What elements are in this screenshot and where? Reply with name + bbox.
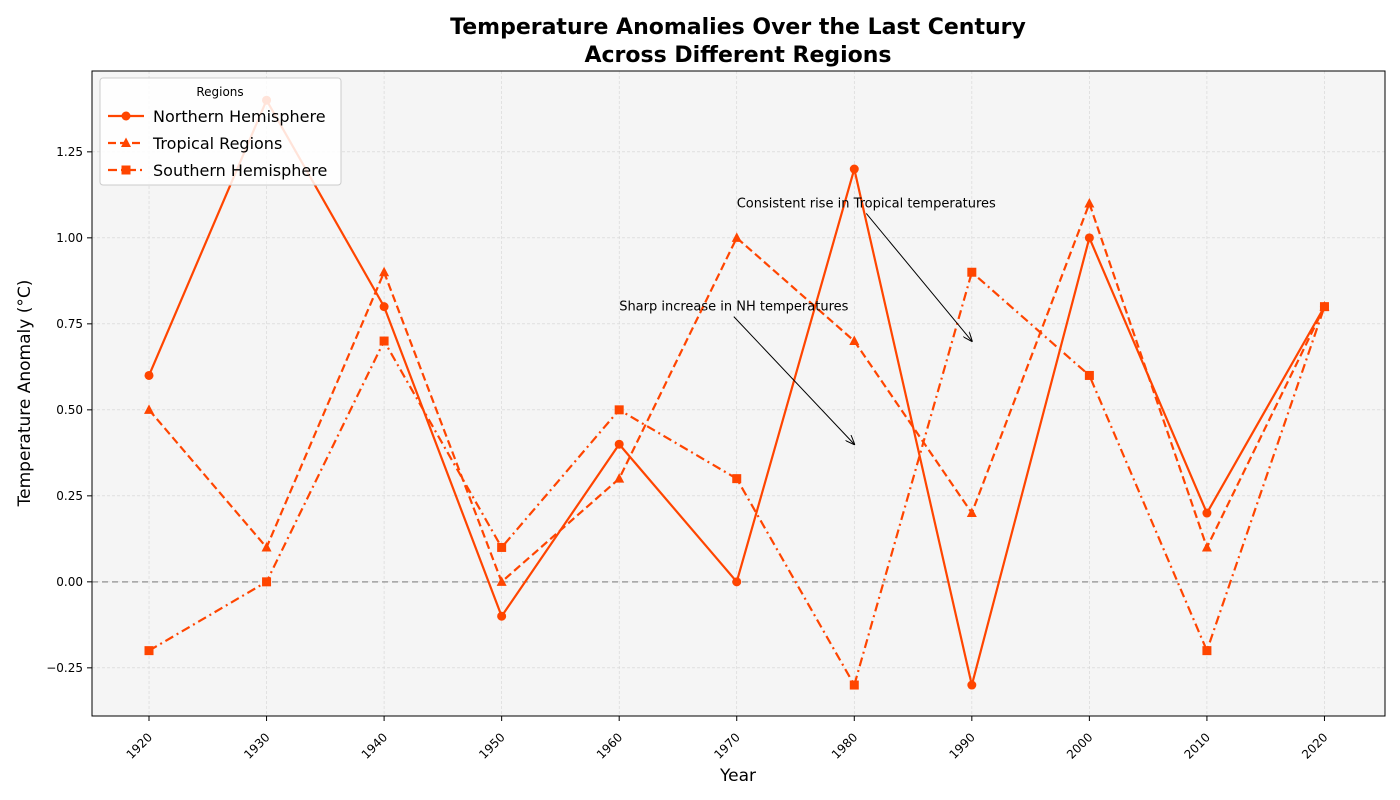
x-tick-label: 1930	[241, 730, 272, 761]
chart-title-line1: Temperature Anomalies Over the Last Cent…	[450, 15, 1026, 40]
data-point	[379, 302, 389, 312]
data-point	[497, 611, 507, 621]
y-tick-label: 1.25	[56, 145, 83, 159]
y-tick-label: 0.75	[56, 317, 83, 331]
data-point	[379, 266, 390, 277]
legend: Regions Northern Hemisphere Tropical Regi…	[99, 77, 342, 186]
data-point	[144, 646, 154, 656]
data-point	[379, 336, 389, 346]
x-axis-label: Year	[719, 766, 756, 786]
chart-title-line2: Across Different Regions	[584, 43, 891, 68]
data-point	[966, 507, 977, 518]
x-tick-label: 2010	[1182, 730, 1213, 761]
data-point	[261, 541, 272, 552]
legend-marker	[121, 137, 131, 147]
annotation-arrow	[865, 213, 972, 341]
data-point	[849, 335, 860, 346]
data-point	[967, 680, 977, 690]
x-tick-label: 1920	[124, 730, 155, 761]
annotations: Sharp increase in NH temperatures Consist…	[619, 196, 996, 444]
series-southern-hemisphere	[144, 267, 1329, 690]
x-tick-label: 2020	[1299, 730, 1330, 761]
legend-title: Regions	[196, 85, 243, 99]
data-point	[497, 542, 507, 552]
plot-frame	[91, 70, 1386, 717]
y-tick-label: 1.00	[56, 231, 83, 245]
data-point	[1201, 541, 1212, 552]
y-tick-label: 0.00	[56, 575, 83, 589]
data-point	[1084, 197, 1095, 208]
series-layer	[144, 95, 1330, 690]
legend-marker	[121, 111, 131, 121]
data-point	[614, 405, 624, 415]
annotation-text: Sharp increase in NH temperatures	[619, 300, 848, 315]
y-axis-ticks: −0.25 0.00 0.25 0.50 0.75 1.00 1.25	[46, 145, 92, 675]
legend-label: Southern Hemisphere	[153, 161, 327, 180]
data-point	[732, 474, 742, 484]
x-tick-label: 1980	[829, 730, 860, 761]
x-tick-label: 2000	[1064, 730, 1095, 761]
y-axis-label: Temperature Anomaly (°C)	[15, 280, 35, 508]
data-point	[262, 577, 272, 587]
series-line	[148, 202, 1326, 583]
data-point	[614, 439, 624, 449]
data-point	[496, 576, 507, 586]
x-tick-label: 1960	[594, 730, 625, 761]
data-point	[144, 404, 155, 414]
annotation-text: Consistent rise in Tropical temperatures	[737, 196, 996, 211]
data-point	[731, 232, 742, 242]
y-tick-label: −0.25	[46, 661, 83, 675]
data-point	[1202, 646, 1212, 656]
data-point	[1084, 233, 1094, 243]
x-tick-label: 1940	[359, 730, 390, 761]
data-point	[849, 680, 859, 690]
legend-label: Northern Hemisphere	[153, 107, 326, 126]
x-axis-ticks: 1920 1930 1940 1950 1960 1970 1980 1990 2000 2010…	[124, 716, 1331, 762]
legend-box	[99, 77, 342, 186]
data-point	[1202, 508, 1212, 518]
data-point	[614, 473, 625, 483]
data-point	[849, 164, 859, 174]
data-point	[732, 577, 742, 587]
data-point	[144, 370, 154, 380]
legend-marker	[121, 165, 131, 175]
grid	[92, 71, 1385, 716]
y-tick-label: 0.25	[56, 489, 83, 503]
legend-label: Tropical Regions	[152, 134, 282, 153]
data-point	[967, 267, 977, 277]
x-tick-label: 1970	[711, 730, 742, 761]
data-point	[1084, 370, 1094, 380]
data-point	[1319, 302, 1329, 312]
y-tick-label: 0.50	[56, 403, 83, 417]
series-tropical-regions	[144, 197, 1330, 586]
x-tick-label: 1990	[946, 730, 977, 761]
x-tick-label: 1950	[476, 730, 507, 761]
annotation-arrow	[733, 316, 854, 445]
